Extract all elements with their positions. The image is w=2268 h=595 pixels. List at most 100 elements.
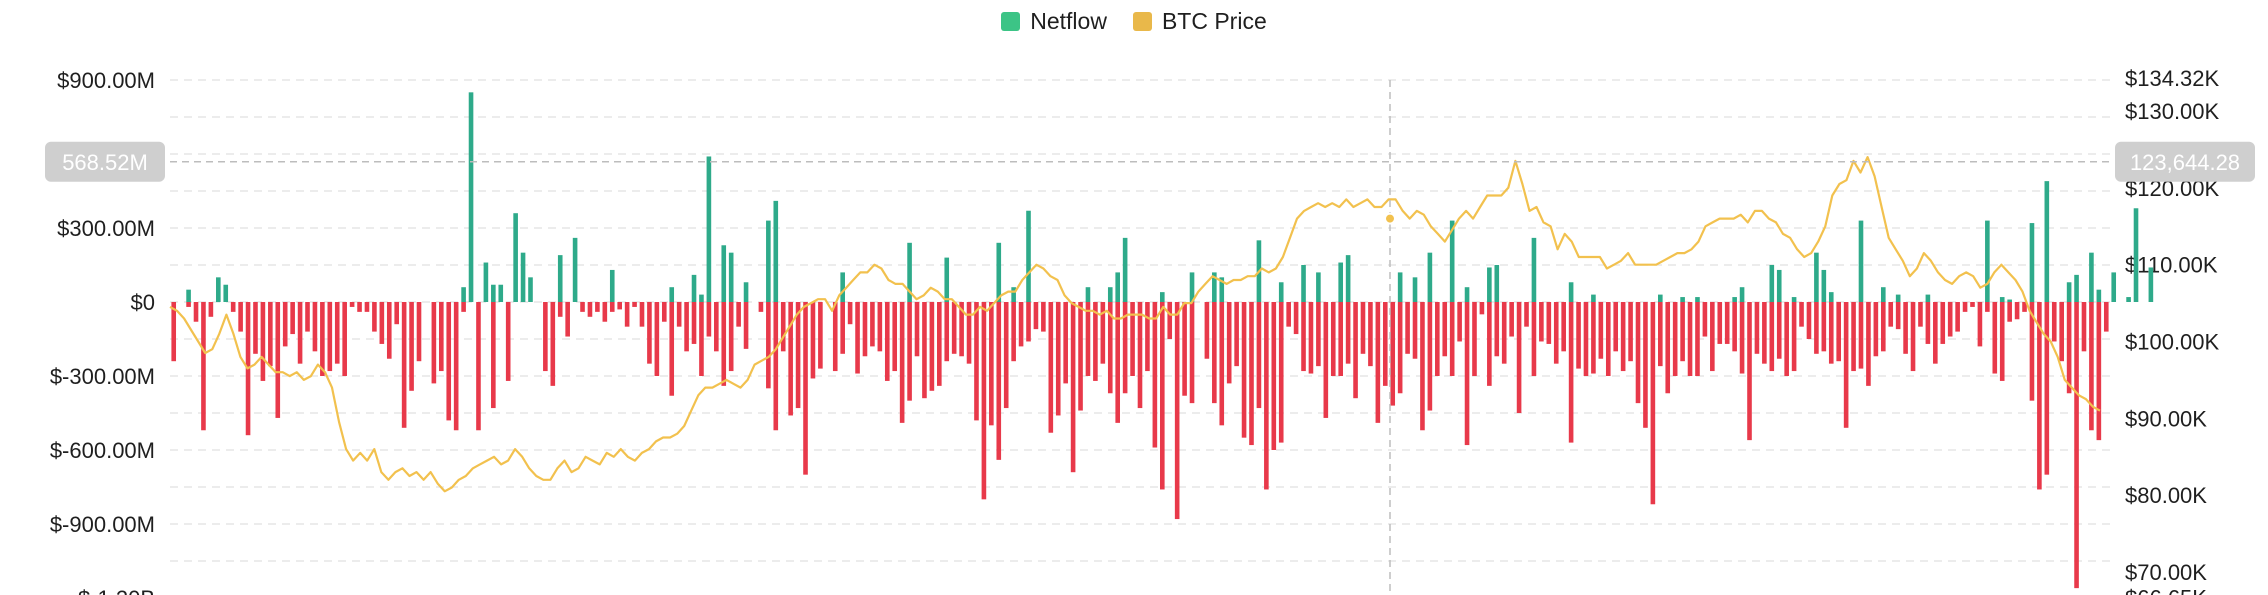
chart-legend: Netflow BTC Price: [0, 8, 2268, 35]
netflow-bar-positive: [1115, 272, 1121, 302]
netflow-bar-negative: [1182, 302, 1187, 396]
netflow-bar-negative: [379, 302, 385, 344]
netflow-bar-negative: [1293, 302, 1299, 335]
netflow-bar-negative: [275, 302, 281, 418]
netflow-bar-negative: [1137, 302, 1143, 409]
netflow-bar-negative: [1189, 302, 1195, 404]
netflow-bar-negative: [1672, 302, 1678, 376]
netflow-bar-negative: [1739, 302, 1745, 374]
netflow-bar-negative: [431, 302, 437, 384]
netflow-bar-positive: [1821, 269, 1827, 302]
netflow-bar-positive: [2029, 223, 2035, 302]
netflow-bar-positive: [528, 277, 533, 302]
netflow-bar-negative: [1494, 302, 1500, 357]
netflow-bar-negative: [1256, 302, 1262, 409]
netflow-bar-negative: [1375, 302, 1381, 423]
netflow-bar-positive: [773, 200, 779, 302]
netflow-bar-positive: [2126, 297, 2131, 302]
netflow-bar-negative: [349, 302, 355, 307]
right-value-badge-text: 123,644.28: [2130, 150, 2240, 175]
netflow-bar-negative: [1316, 302, 1321, 367]
netflow-bar-negative: [1591, 302, 1596, 374]
netflow-bar-negative: [1152, 302, 1158, 448]
netflow-bar-negative: [1464, 302, 1470, 446]
legend-item-netflow[interactable]: Netflow: [1001, 8, 1107, 35]
netflow-bar-negative: [647, 302, 652, 364]
netflow-bar-positive: [706, 156, 712, 302]
netflow-bar-negative: [1093, 302, 1098, 381]
netflow-bar-negative: [1286, 302, 1291, 327]
netflow-bar-negative: [1962, 302, 1968, 312]
netflow-bar-positive: [1316, 272, 1321, 302]
netflow-bar-positive: [2111, 272, 2117, 302]
legend-item-btc-price[interactable]: BTC Price: [1132, 8, 1267, 35]
netflow-bar-positive: [721, 245, 727, 302]
netflow-bar-positive: [1739, 287, 1745, 302]
netflow-bar-negative: [989, 302, 994, 426]
netflow-bar-negative: [937, 302, 942, 386]
netflow-bar-negative: [1866, 302, 1871, 386]
netflow-bar-negative: [334, 302, 340, 364]
netflow-bar-positive: [2148, 267, 2154, 302]
netflow-bar-negative: [1836, 302, 1842, 362]
netflow-bar-negative: [461, 302, 466, 312]
legend-netflow-label: Netflow: [1030, 8, 1107, 34]
netflow-bar-negative: [743, 302, 749, 349]
netflow-bar-negative: [706, 302, 712, 337]
netflow-bar-negative: [1204, 302, 1210, 359]
netflow-bar-negative: [357, 302, 362, 312]
netflow-bar-positive: [1732, 297, 1737, 302]
left-y-axis: $900.00M $300.00M $0 $-300.00M $-600.00M $-90…: [50, 68, 155, 595]
right-tick-label: $66.65K: [2125, 586, 2207, 595]
left-tick-label: $-900.00M: [50, 512, 155, 537]
netflow-bar-positive: [1026, 210, 1031, 302]
netflow-bar-negative: [1278, 302, 1284, 443]
netflow-bar-negative: [550, 302, 556, 386]
netflow-bar-positive: [1189, 272, 1195, 302]
netflow-bar-negative: [1330, 302, 1336, 376]
netflow-bar-negative: [1078, 302, 1083, 411]
netflow-bar-negative: [171, 302, 177, 362]
netflow-bar-negative: [832, 302, 838, 372]
netflow-bar-positive: [1828, 292, 1834, 302]
netflow-bar-negative: [2103, 302, 2109, 332]
netflow-bar-negative: [773, 302, 779, 431]
netflow-bar-positive: [1791, 297, 1797, 302]
netflow-bar-negative: [208, 302, 214, 317]
netflow-bar-negative: [565, 302, 570, 337]
netflow-bar-negative: [1680, 302, 1685, 362]
netflow-bar-negative: [1323, 302, 1329, 418]
netflow-bar-negative: [721, 302, 727, 386]
netflow-bar-negative: [788, 302, 793, 416]
netflow-bar-negative: [1427, 302, 1433, 411]
netflow-bar-negative: [907, 302, 912, 401]
netflow-bar-negative: [1717, 302, 1723, 344]
netflow-bar-negative: [929, 302, 935, 391]
netflow-bar-negative: [1710, 302, 1715, 372]
netflow-bar-negative: [1435, 302, 1440, 376]
netflow-bar-negative: [1063, 302, 1068, 384]
netflow-bar-positive: [1695, 297, 1700, 302]
netflow-bar-negative: [639, 302, 645, 327]
netflow-bar-negative: [1145, 302, 1150, 372]
netflow-bar-positive: [1159, 292, 1165, 302]
netflow-bar-positive: [1011, 287, 1016, 302]
netflow-bar-positive: [1278, 282, 1284, 302]
netflow-bar-negative: [1851, 302, 1856, 372]
netflow-bar-negative: [1360, 302, 1366, 354]
netflow-bar-positive: [557, 255, 563, 302]
netflow-bar-negative: [1970, 302, 1975, 307]
netflow-bar-negative: [1814, 302, 1819, 354]
netflow-bar-negative: [1397, 302, 1403, 394]
netflow-bar-negative: [951, 302, 957, 354]
netflow-bar-negative: [372, 302, 377, 332]
netflow-bar-negative: [914, 302, 920, 357]
netflow-bar-negative: [1858, 302, 1864, 369]
netflow-bar-negative: [305, 302, 310, 332]
right-tick-label: $134.32K: [2125, 66, 2220, 91]
legend-price-label: BTC Price: [1161, 8, 1267, 34]
netflow-bar-negative: [1003, 302, 1009, 409]
netflow-bar-positive: [1427, 252, 1433, 302]
netflow-bar-negative: [2029, 302, 2035, 401]
